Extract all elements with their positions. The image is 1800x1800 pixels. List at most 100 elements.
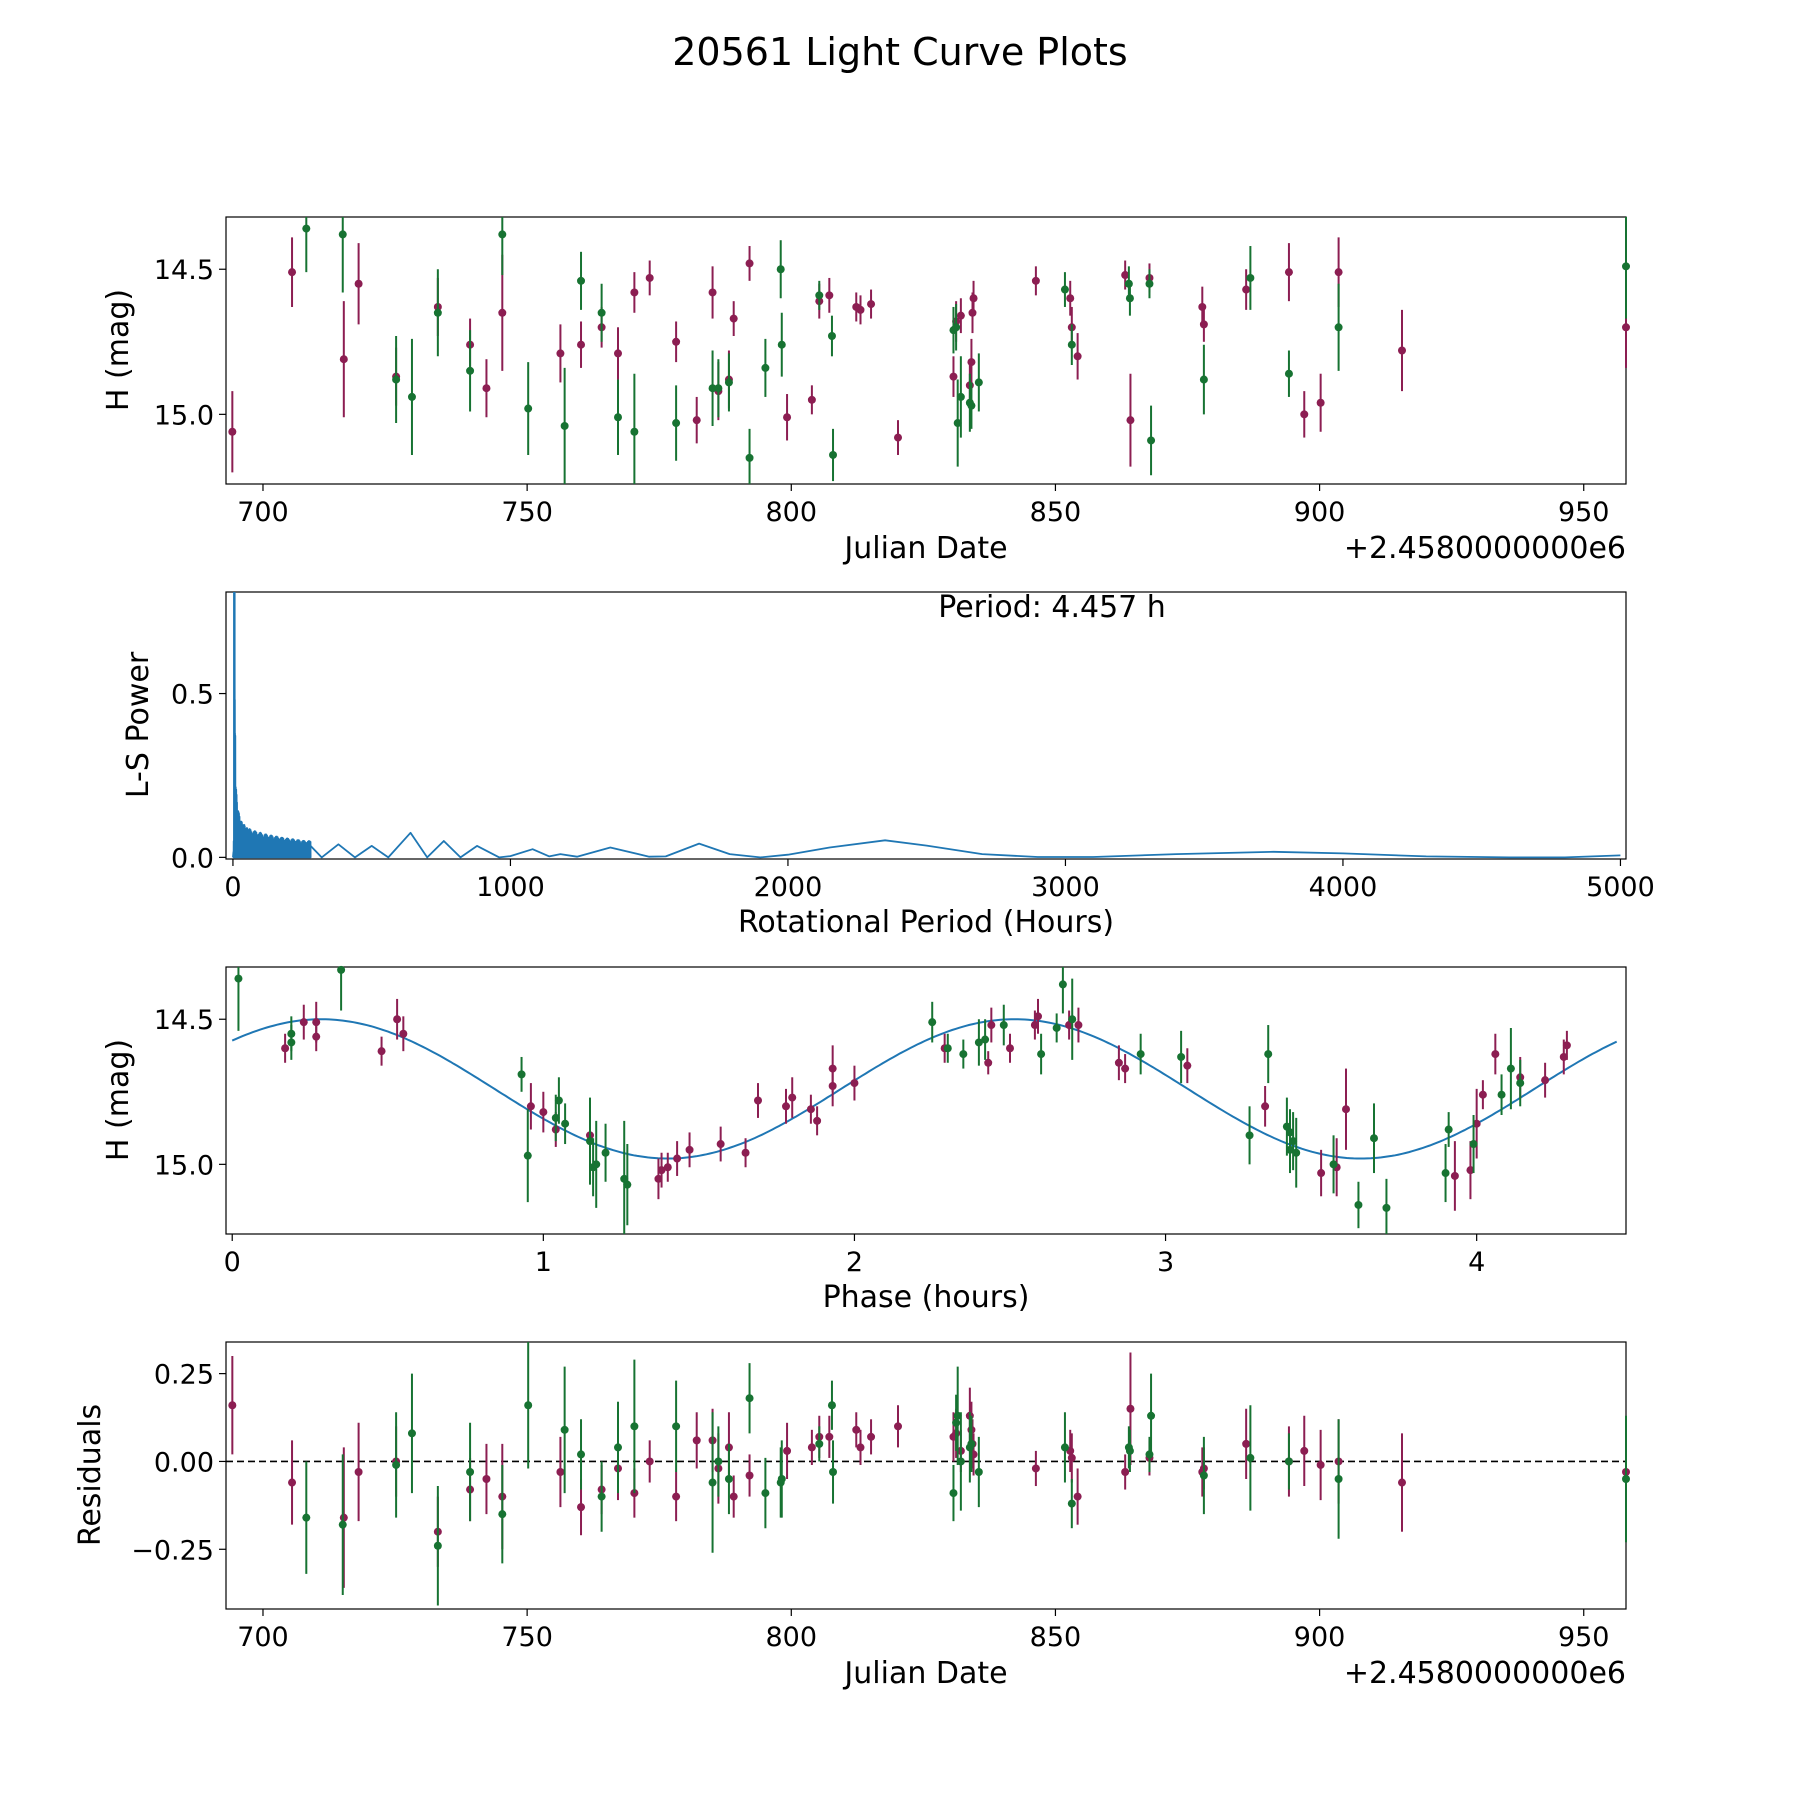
lc-point — [1199, 375, 1208, 384]
phase-point — [782, 1102, 790, 1111]
res-point — [807, 1443, 816, 1452]
lc-point — [708, 384, 717, 393]
phase-point — [1030, 1021, 1039, 1030]
phase-point — [987, 1021, 996, 1030]
res-point — [1147, 1411, 1156, 1420]
lc-point — [967, 358, 976, 367]
phase-point — [281, 1044, 290, 1053]
lc-point — [783, 413, 792, 422]
phase-point — [1382, 1203, 1391, 1212]
res-point — [556, 1467, 565, 1476]
ls-xtick-label: 2000 — [754, 872, 823, 903]
res-point — [407, 1429, 416, 1438]
lc-point — [708, 288, 717, 297]
res-point — [1246, 1453, 1255, 1462]
res-point — [577, 1503, 586, 1512]
res-point — [692, 1436, 701, 1445]
res-point — [498, 1510, 507, 1519]
lc-point — [953, 419, 962, 428]
lc-point — [645, 273, 654, 282]
res-point — [825, 1432, 834, 1441]
residuals-xlabel: Julian Date — [842, 1656, 1007, 1691]
phase-point — [1286, 1128, 1294, 1137]
phase-point — [1497, 1090, 1506, 1099]
res-point — [1060, 1443, 1069, 1452]
phase-point — [523, 1151, 532, 1160]
res-xtick-label: 750 — [501, 1622, 553, 1653]
phase-point — [1466, 1166, 1475, 1175]
phase-point — [1052, 1023, 1061, 1032]
lc-ytick-label: 15.0 — [154, 400, 214, 431]
phase-xtick-label: 3 — [1157, 1247, 1174, 1278]
phase-point — [1289, 1137, 1298, 1146]
res-point — [815, 1439, 824, 1448]
phase-point — [984, 1058, 993, 1067]
phase-point — [806, 1105, 815, 1114]
phase-point — [551, 1113, 560, 1122]
phase-point — [754, 1096, 762, 1105]
res-point — [524, 1401, 533, 1410]
lc-xtick-label: 800 — [766, 497, 818, 528]
phase-point — [554, 1096, 563, 1105]
lc-xtick-label: 900 — [1294, 497, 1346, 528]
periodogram-frame — [225, 591, 1627, 860]
phase-point — [299, 1018, 308, 1027]
phase-point — [999, 1021, 1008, 1030]
lc-point — [1284, 369, 1293, 378]
lc-point — [969, 294, 978, 303]
phase-frame — [225, 966, 1627, 1235]
res-point — [1199, 1471, 1208, 1480]
res-point — [1073, 1492, 1082, 1501]
phase-point — [673, 1154, 682, 1163]
phase-point — [1370, 1134, 1378, 1143]
res-point — [777, 1475, 786, 1484]
lc-point — [466, 366, 475, 375]
lc-point — [1147, 436, 1156, 445]
phase-point — [1472, 1119, 1481, 1128]
light-curve-panel: 700 750 800 850 900 950 14.5 15.0 Julian Date +… — [101, 216, 1630, 566]
res-point — [974, 1467, 983, 1476]
phase-xlabel: Phase (hours) — [823, 1280, 1030, 1315]
lc-point — [1126, 416, 1135, 425]
res-point — [829, 1467, 838, 1476]
lc-point — [894, 433, 902, 442]
lc-point — [956, 311, 965, 320]
lc-point — [556, 349, 565, 358]
res-point — [956, 1457, 965, 1466]
res-point — [1622, 1475, 1630, 1484]
phase-point — [592, 1160, 601, 1169]
lc-point — [829, 450, 838, 459]
light-curve-ticks: 700 750 800 850 900 950 14.5 15.0 — [154, 255, 1610, 528]
res-point — [729, 1492, 738, 1501]
lc-point — [692, 416, 701, 425]
res-xtick-label: 800 — [766, 1622, 818, 1653]
lc-point — [729, 314, 738, 323]
res-point — [1067, 1453, 1076, 1462]
phase-point — [928, 1018, 937, 1027]
res-point — [894, 1422, 902, 1431]
periodogram-ticks: 0 1000 2000 3000 4000 5000 0.0 0.5 — [171, 680, 1655, 903]
lc-point — [560, 421, 569, 430]
lc-point — [867, 300, 876, 309]
phase-point — [1354, 1200, 1363, 1209]
lc-point — [1622, 323, 1630, 332]
res-point — [466, 1467, 475, 1476]
res-point — [630, 1422, 639, 1431]
periodogram-xlabel: Rotational Period (Hours) — [738, 905, 1114, 940]
phase-point — [1074, 1021, 1083, 1030]
lc-point — [1066, 294, 1075, 303]
ls-ytick-label: 0.5 — [171, 680, 214, 711]
lc-point — [672, 337, 681, 346]
lc-xtick-label: 700 — [237, 497, 289, 528]
lc-point — [1125, 294, 1134, 303]
lc-point — [1031, 276, 1040, 285]
phase-ylabel: H (mag) — [101, 1039, 136, 1161]
phase-point — [601, 1148, 610, 1157]
lc-point — [724, 378, 733, 387]
periodogram-marks — [232, 592, 1621, 859]
phase-point — [685, 1145, 694, 1154]
lc-point — [777, 340, 786, 349]
ls-xtick-label: 5000 — [1586, 872, 1655, 903]
phase-point — [1261, 1102, 1270, 1111]
phase-point — [974, 1038, 983, 1047]
